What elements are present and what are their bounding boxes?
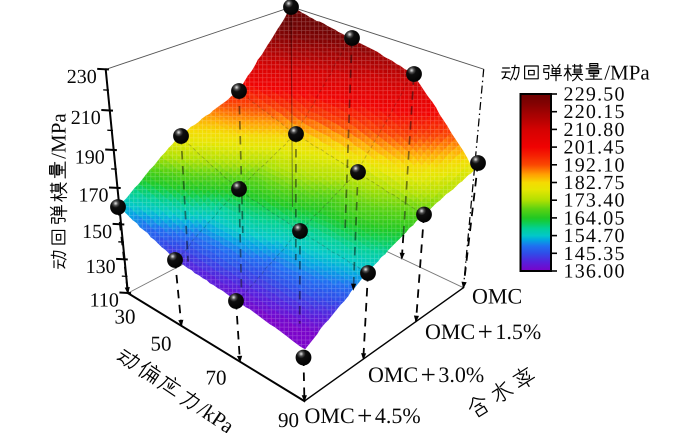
svg-text:130: 130: [86, 256, 116, 278]
svg-text:190: 190: [75, 147, 105, 169]
svg-text:/MPa: /MPa: [47, 113, 71, 159]
svg-text:90: 90: [278, 408, 299, 432]
svg-text:70: 70: [206, 366, 227, 390]
svg-text:210: 210: [71, 107, 101, 129]
svg-text:50: 50: [151, 332, 172, 356]
svg-text:OMC+1.5%: OMC+1.5%: [425, 317, 541, 347]
svg-text:OMC+4.5%: OMC+4.5%: [305, 401, 421, 431]
svg-text:/MPa: /MPa: [604, 61, 650, 85]
svg-text:230: 230: [67, 66, 97, 88]
svg-text:150: 150: [82, 221, 112, 243]
svg-text:30: 30: [115, 305, 136, 329]
svg-text:OMC+3.0%: OMC+3.0%: [368, 360, 484, 390]
svg-text:136.00: 136.00: [564, 261, 626, 283]
svg-text:170: 170: [79, 185, 109, 207]
svg-text:OMC: OMC: [472, 284, 522, 309]
